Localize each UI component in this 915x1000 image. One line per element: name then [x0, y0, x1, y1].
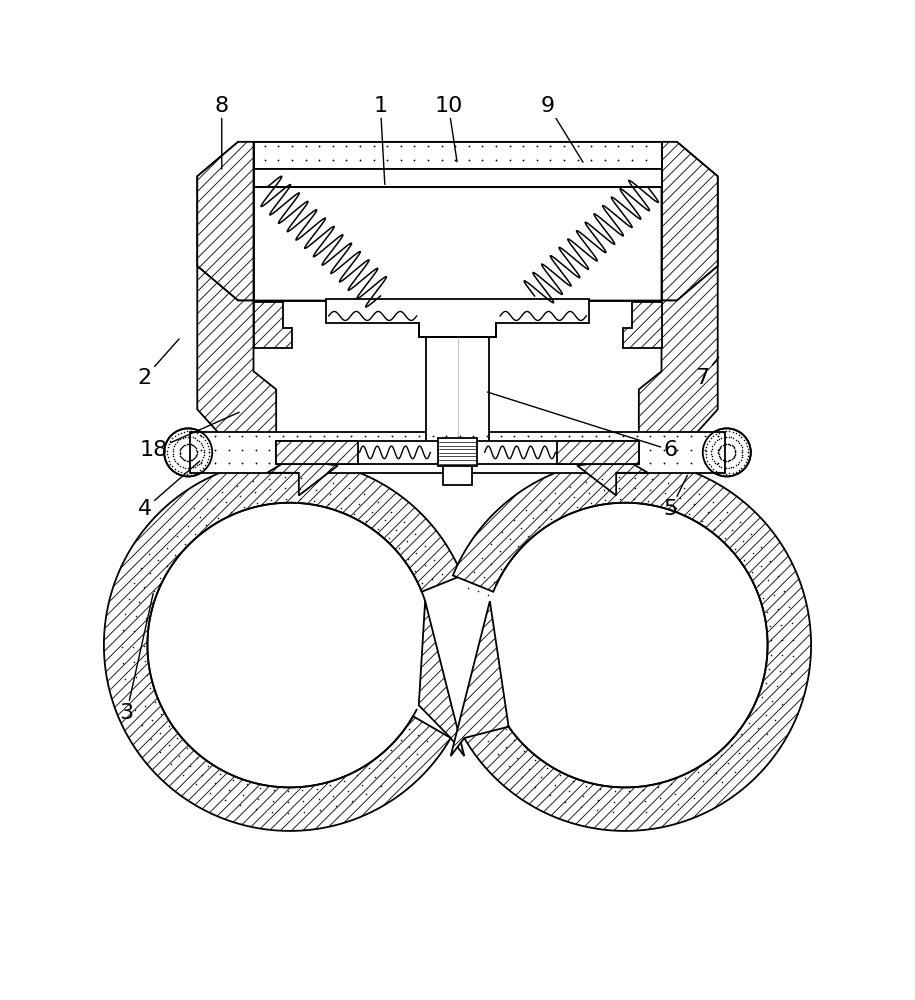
Polygon shape — [425, 337, 490, 446]
Text: 9: 9 — [541, 96, 583, 162]
Text: 7: 7 — [695, 357, 718, 388]
Text: 3: 3 — [120, 593, 153, 723]
Text: 8: 8 — [215, 96, 229, 169]
Polygon shape — [267, 459, 338, 495]
Polygon shape — [443, 466, 472, 485]
Text: 10: 10 — [435, 96, 463, 162]
Polygon shape — [198, 142, 253, 301]
Polygon shape — [662, 142, 717, 301]
Circle shape — [486, 505, 765, 785]
Polygon shape — [198, 266, 276, 437]
Polygon shape — [190, 432, 725, 473]
Polygon shape — [276, 441, 358, 464]
Text: 5: 5 — [663, 475, 687, 519]
Polygon shape — [639, 266, 717, 437]
Text: 2: 2 — [137, 339, 179, 388]
Text: 18: 18 — [140, 412, 239, 460]
Polygon shape — [253, 169, 662, 187]
Polygon shape — [453, 459, 811, 831]
Polygon shape — [577, 459, 648, 495]
Polygon shape — [253, 142, 662, 169]
Circle shape — [150, 505, 429, 785]
Text: 1: 1 — [373, 96, 387, 184]
Polygon shape — [104, 459, 462, 831]
Polygon shape — [557, 441, 639, 464]
Polygon shape — [253, 302, 292, 348]
Polygon shape — [326, 299, 589, 337]
Polygon shape — [437, 438, 478, 466]
Polygon shape — [198, 142, 717, 301]
Circle shape — [703, 428, 751, 476]
Polygon shape — [451, 601, 509, 756]
Text: 4: 4 — [137, 461, 199, 519]
Polygon shape — [276, 441, 639, 464]
Text: 6: 6 — [488, 392, 678, 460]
Polygon shape — [623, 302, 662, 348]
Circle shape — [164, 428, 212, 476]
Polygon shape — [419, 601, 464, 756]
